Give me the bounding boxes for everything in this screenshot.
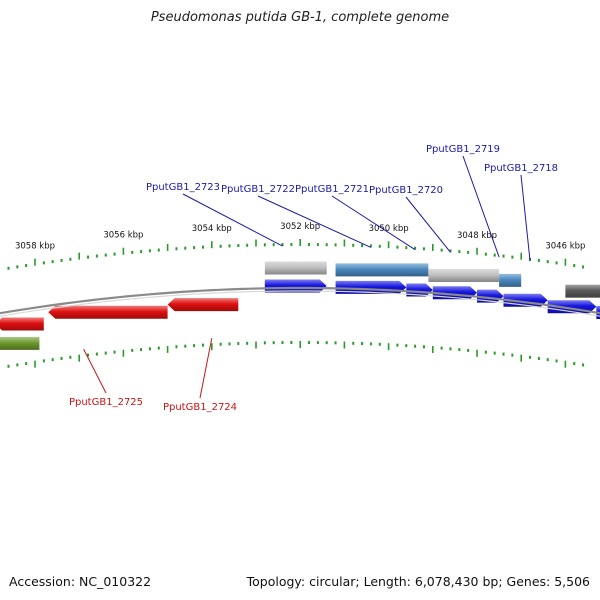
scale-label: 3058 kbp (15, 242, 55, 252)
gene-label-forward: PputGB1_2722 (221, 184, 295, 195)
gene-label-reverse: PputGB1_2725 (69, 397, 143, 408)
feature-light-gray-feature (428, 269, 500, 283)
gene-label-forward: PputGB1_2721 (295, 184, 369, 195)
leader-line (462, 155, 500, 258)
feature-dark-gray-feature (565, 284, 600, 298)
feature-layer (0, 261, 600, 350)
feature-light-gray-feature (264, 261, 327, 275)
reverse-cds-arrow (167, 298, 239, 312)
leader-line (257, 195, 372, 248)
backbone-layer (0, 286, 600, 317)
reverse-cds-arrow (0, 317, 44, 331)
gene-label-forward: PputGB1_2719 (426, 144, 500, 155)
forward-cds-arrow (264, 279, 327, 293)
leader-line (199, 338, 213, 399)
backbone-inner-line (0, 290, 600, 317)
scale-label: 3048 kbp (457, 231, 497, 241)
gene-label-forward: PputGB1_2718 (484, 163, 558, 174)
label-layer: PputGB1_2723 PputGB1_2722 PputGB1_2721 Pput… (69, 144, 558, 413)
scale-layer: 3058 kbp 3056 kbp 3054 kbp 3052 kbp 3050 kbp… (7, 222, 585, 368)
feature-olive-feature (0, 336, 40, 350)
leader-line (83, 348, 107, 394)
scale-label: 3054 kbp (192, 224, 232, 234)
leader-line (520, 174, 531, 261)
map-title: Pseudomonas putida GB-1, complete genome (150, 10, 450, 25)
scale-label: 3052 kbp (280, 222, 320, 232)
leader-line (182, 193, 283, 247)
backbone-outer-line (0, 286, 600, 315)
leader-line (405, 196, 451, 253)
reverse-cds-arrow (48, 305, 168, 319)
scale-label: 3050 kbp (369, 224, 409, 234)
gene-label-reverse: PputGB1_2724 (163, 402, 237, 413)
scale-label: 3046 kbp (545, 242, 585, 252)
feature-steelblue-feature (499, 273, 522, 287)
leader-line (331, 195, 416, 251)
feature-steelblue-feature (335, 263, 429, 277)
gene-label-forward: PputGB1_2720 (369, 185, 443, 196)
topology-text: Topology: circular; Length: 6,078,430 bp… (246, 574, 590, 589)
scale-label: 3056 kbp (103, 231, 143, 241)
gene-label-forward: PputGB1_2723 (146, 182, 220, 193)
accession-text: Accession: NC_010322 (9, 574, 152, 589)
